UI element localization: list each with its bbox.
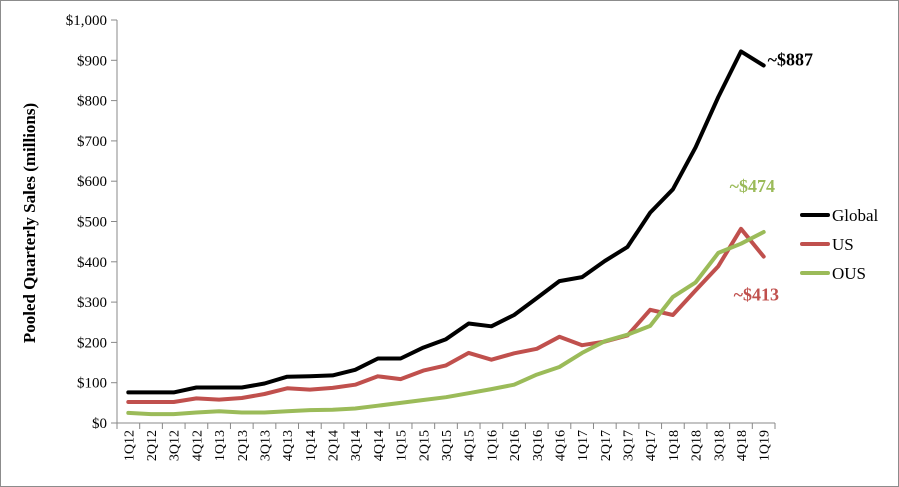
- x-tick-label: 3Q18: [712, 430, 727, 461]
- x-tick-label: 1Q12: [122, 430, 137, 461]
- x-tick-label: 2Q16: [508, 430, 523, 461]
- x-tick-label: 2Q17: [599, 430, 614, 461]
- x-tick-label: 3Q16: [531, 430, 546, 461]
- x-tick-label: 1Q19: [758, 430, 773, 461]
- y-tick-label: $100: [77, 376, 107, 392]
- x-tick-label: 1Q16: [485, 430, 500, 461]
- legend-label-ous: OUS: [832, 264, 866, 283]
- x-tick-label: 2Q14: [327, 430, 342, 461]
- annotation-global: ~$887: [768, 50, 813, 70]
- x-tick-label: 4Q14: [372, 430, 387, 461]
- y-tick-label: $600: [77, 174, 107, 190]
- y-tick-label: $700: [77, 134, 107, 150]
- x-tick-label: 3Q15: [440, 430, 455, 461]
- x-tick-label: 4Q13: [281, 430, 296, 461]
- x-tick-label: 1Q13: [213, 430, 228, 461]
- y-axis-title: Pooled Quarterly Sales (millions): [20, 103, 39, 343]
- x-tick-label: 1Q18: [667, 430, 682, 461]
- y-axis: $0 $100 $200 $300 $400 $500 $600 $700 $800 $900 $1…: [66, 13, 118, 432]
- legend-label-global: Global: [832, 206, 879, 225]
- x-tick-label: 2Q12: [145, 430, 160, 461]
- x-tick-label: 4Q12: [190, 430, 205, 461]
- legend: Global US OUS: [800, 206, 879, 283]
- series-line-ous: [126, 230, 766, 417]
- x-tick-label: 4Q15: [463, 430, 478, 461]
- x-tick-label: 2Q18: [690, 430, 705, 461]
- annotation-ous: ~$474: [730, 176, 775, 196]
- series-line-us: [126, 226, 766, 404]
- legend-label-us: US: [832, 235, 854, 254]
- y-tick-label: $300: [77, 295, 107, 311]
- annotation-us: ~$413: [734, 285, 779, 305]
- x-tick-label: 1Q15: [395, 430, 410, 461]
- y-tick-label: $200: [77, 335, 107, 351]
- x-tick-label: 4Q16: [553, 430, 568, 461]
- series-lines: [126, 49, 766, 417]
- y-tick-label: $1,000: [66, 13, 107, 29]
- x-tick-label: 2Q15: [417, 430, 432, 461]
- x-tick-label: 3Q12: [168, 430, 183, 461]
- x-tick-label: 4Q17: [644, 430, 659, 461]
- x-tick-label: 2Q13: [236, 430, 251, 461]
- y-tick-label: $500: [77, 215, 107, 231]
- y-tick-label: $400: [77, 255, 107, 271]
- x-tick-label: 3Q13: [258, 430, 273, 461]
- x-tick-label: 4Q18: [735, 430, 750, 461]
- x-tick-label: 1Q17: [576, 430, 591, 461]
- y-tick-label: $900: [77, 53, 107, 69]
- x-axis: 1Q12 2Q12 3Q12 4Q12 1Q13 2Q13 3Q13 4Q13 1Q14 2Q14…: [116, 422, 776, 461]
- y-tick-label: $800: [77, 94, 107, 110]
- series-line-global: [126, 49, 766, 395]
- x-tick-label: 3Q17: [622, 430, 637, 461]
- x-tick-label: 3Q14: [349, 430, 364, 461]
- y-tick-label: $0: [92, 416, 107, 432]
- x-tick-label: 1Q14: [304, 430, 319, 461]
- annotations: ~$887 ~$474 ~$413: [730, 50, 813, 305]
